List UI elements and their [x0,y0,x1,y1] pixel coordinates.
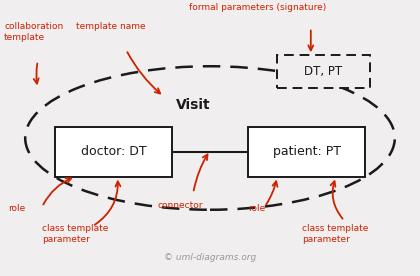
Text: Visit: Visit [176,98,211,112]
Text: © uml-diagrams.org: © uml-diagrams.org [164,253,256,262]
Text: formal parameters (signature): formal parameters (signature) [189,3,326,12]
Text: collaboration
template: collaboration template [4,22,63,42]
Bar [55,127,172,177]
Text: DT, PT: DT, PT [304,65,342,78]
Bar [248,127,365,177]
Bar [277,55,370,88]
Text: patient: PT: patient: PT [273,145,341,158]
Text: connector: connector [158,201,203,211]
Text: role: role [248,204,265,213]
Text: template name: template name [76,22,145,31]
Text: class template
parameter: class template parameter [302,224,369,244]
Text: class template
parameter: class template parameter [42,224,108,244]
Text: role: role [8,204,26,213]
Text: doctor: DT: doctor: DT [81,145,146,158]
